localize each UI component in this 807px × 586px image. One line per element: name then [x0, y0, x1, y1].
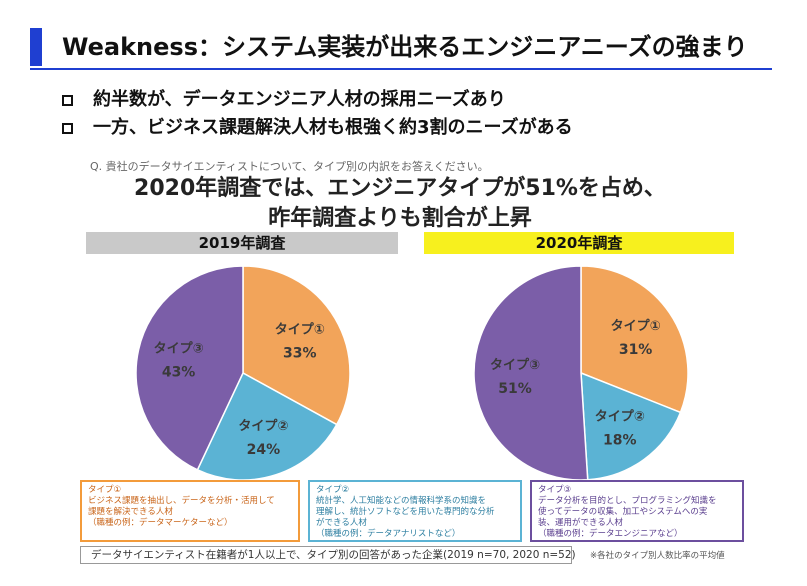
pie-2020-slice-value: 31%: [619, 342, 653, 358]
type-3-description-line: 使ってデータの収集、加工やシステムへの実: [538, 507, 708, 517]
type-3-description-title: タイプ③: [538, 485, 572, 495]
pie-2019-slice-type-3: [135, 265, 244, 471]
page-title: Weakness：システム実装が出来るエンジニアニーズの強まり: [62, 33, 748, 61]
bullet-text: 一方、ビジネス課題解決人材も根強く約3割のニーズがある: [93, 117, 573, 138]
pie-2019-slice-label: タイプ③: [154, 342, 204, 357]
pie-2020-slice-value: 51%: [498, 381, 532, 397]
pie-2020-slice-label: タイプ①: [611, 319, 661, 334]
pie-2019-slice-value: 24%: [247, 442, 281, 458]
pie-chart-2019: タイプ① 33% タイプ② 24% タイプ③ 43%: [135, 265, 351, 481]
bullet-list: 約半数が、データエンジニア人材の採用ニーズあり 一方、ビジネス課題解決人材も根強…: [62, 86, 573, 142]
pie-2020-title: 2020年調査: [424, 232, 734, 254]
checkbox-bullet-icon: [62, 122, 73, 134]
pie-2019-slice-type-1: [242, 265, 351, 426]
type-2-description-title: タイプ②: [316, 485, 350, 495]
pie-2020-slice-type-1: [580, 265, 689, 414]
pie-2020-slice-label: タイプ②: [595, 409, 645, 424]
type-2-description-line: （職種の例：データアナリストなど）: [316, 529, 461, 539]
pie-2019-slice-value: 33%: [283, 345, 317, 361]
pie-2019-slice-label: タイプ②: [238, 419, 288, 434]
title-accent-bar: [30, 28, 42, 66]
bullet-item: 約半数が、データエンジニア人材の採用ニーズあり: [62, 86, 573, 114]
type-3-description: タイプ③ データ分析を目的とし、プログラミング知識を 使ってデータの収集、加工や…: [530, 480, 744, 542]
type-2-description-line: 理解し、統計ソフトなどを用いた専門的な分析: [316, 507, 495, 517]
pie-2019-slice-label: タイプ①: [275, 322, 325, 337]
type-1-description-line: 課題を解決できる人材: [88, 507, 173, 517]
average-footnote: ※各社のタイプ別人数比率の平均値: [590, 551, 725, 561]
type-1-description-line: ビジネス課題を抽出し、データを分析・活用して: [88, 496, 275, 506]
title-underline: [30, 68, 772, 70]
pie-2019-slice-type-2: [196, 371, 338, 481]
pie-2020-slice-label: タイプ③: [490, 358, 540, 373]
checkbox-bullet-icon: [62, 94, 73, 106]
type-1-description: タイプ① ビジネス課題を抽出し、データを分析・活用して 課題を解決できる人材 （…: [80, 480, 300, 542]
type-3-description-line: 装、運用ができる人材: [538, 518, 623, 528]
headline-line-1: 2020年調査では、エンジニアタイプが51%を占め、: [134, 176, 666, 201]
type-2-description-line: 統計学、人工知能などの情報科学系の知識を: [316, 496, 487, 506]
pie-2019-title: 2019年調査: [86, 232, 398, 254]
pie-2020-slice-type-2: [580, 371, 682, 481]
survey-question: Q. 貴社のデータサイエンティストについて、タイプ別の内訳をお答えください。: [90, 160, 489, 173]
headline-line-2: 昨年調査よりも割合が上昇: [268, 206, 532, 231]
pie-2020-slice-value: 18%: [603, 432, 637, 448]
sample-footnote: データサイエンティスト在籍者が1人以上で、タイプ別の回答があった企業(2019 …: [80, 546, 576, 564]
type-2-description-line: ができる人材: [316, 518, 367, 528]
type-1-description-title: タイプ①: [88, 485, 122, 495]
type-3-description-line: （職種の例：データエンジニアなど）: [538, 529, 683, 539]
type-1-description-line: （職種の例：データマーケターなど）: [88, 518, 233, 528]
pie-chart-2020: タイプ① 31% タイプ② 18% タイプ③ 51%: [473, 265, 689, 481]
pie-2020-slice-type-3: [473, 265, 589, 481]
pie-2019-slice-value: 43%: [162, 365, 196, 381]
type-2-description: タイプ② 統計学、人工知能などの情報科学系の知識を 理解し、統計ソフトなどを用い…: [308, 480, 522, 542]
bullet-item: 一方、ビジネス課題解決人材も根強く約3割のニーズがある: [62, 114, 573, 142]
chart-headline: 2020年調査では、エンジニアタイプが51%を占め、 昨年調査よりも割合が上昇: [90, 174, 710, 234]
type-3-description-line: データ分析を目的とし、プログラミング知識を: [538, 496, 717, 506]
bullet-text: 約半数が、データエンジニア人材の採用ニーズあり: [93, 89, 506, 110]
